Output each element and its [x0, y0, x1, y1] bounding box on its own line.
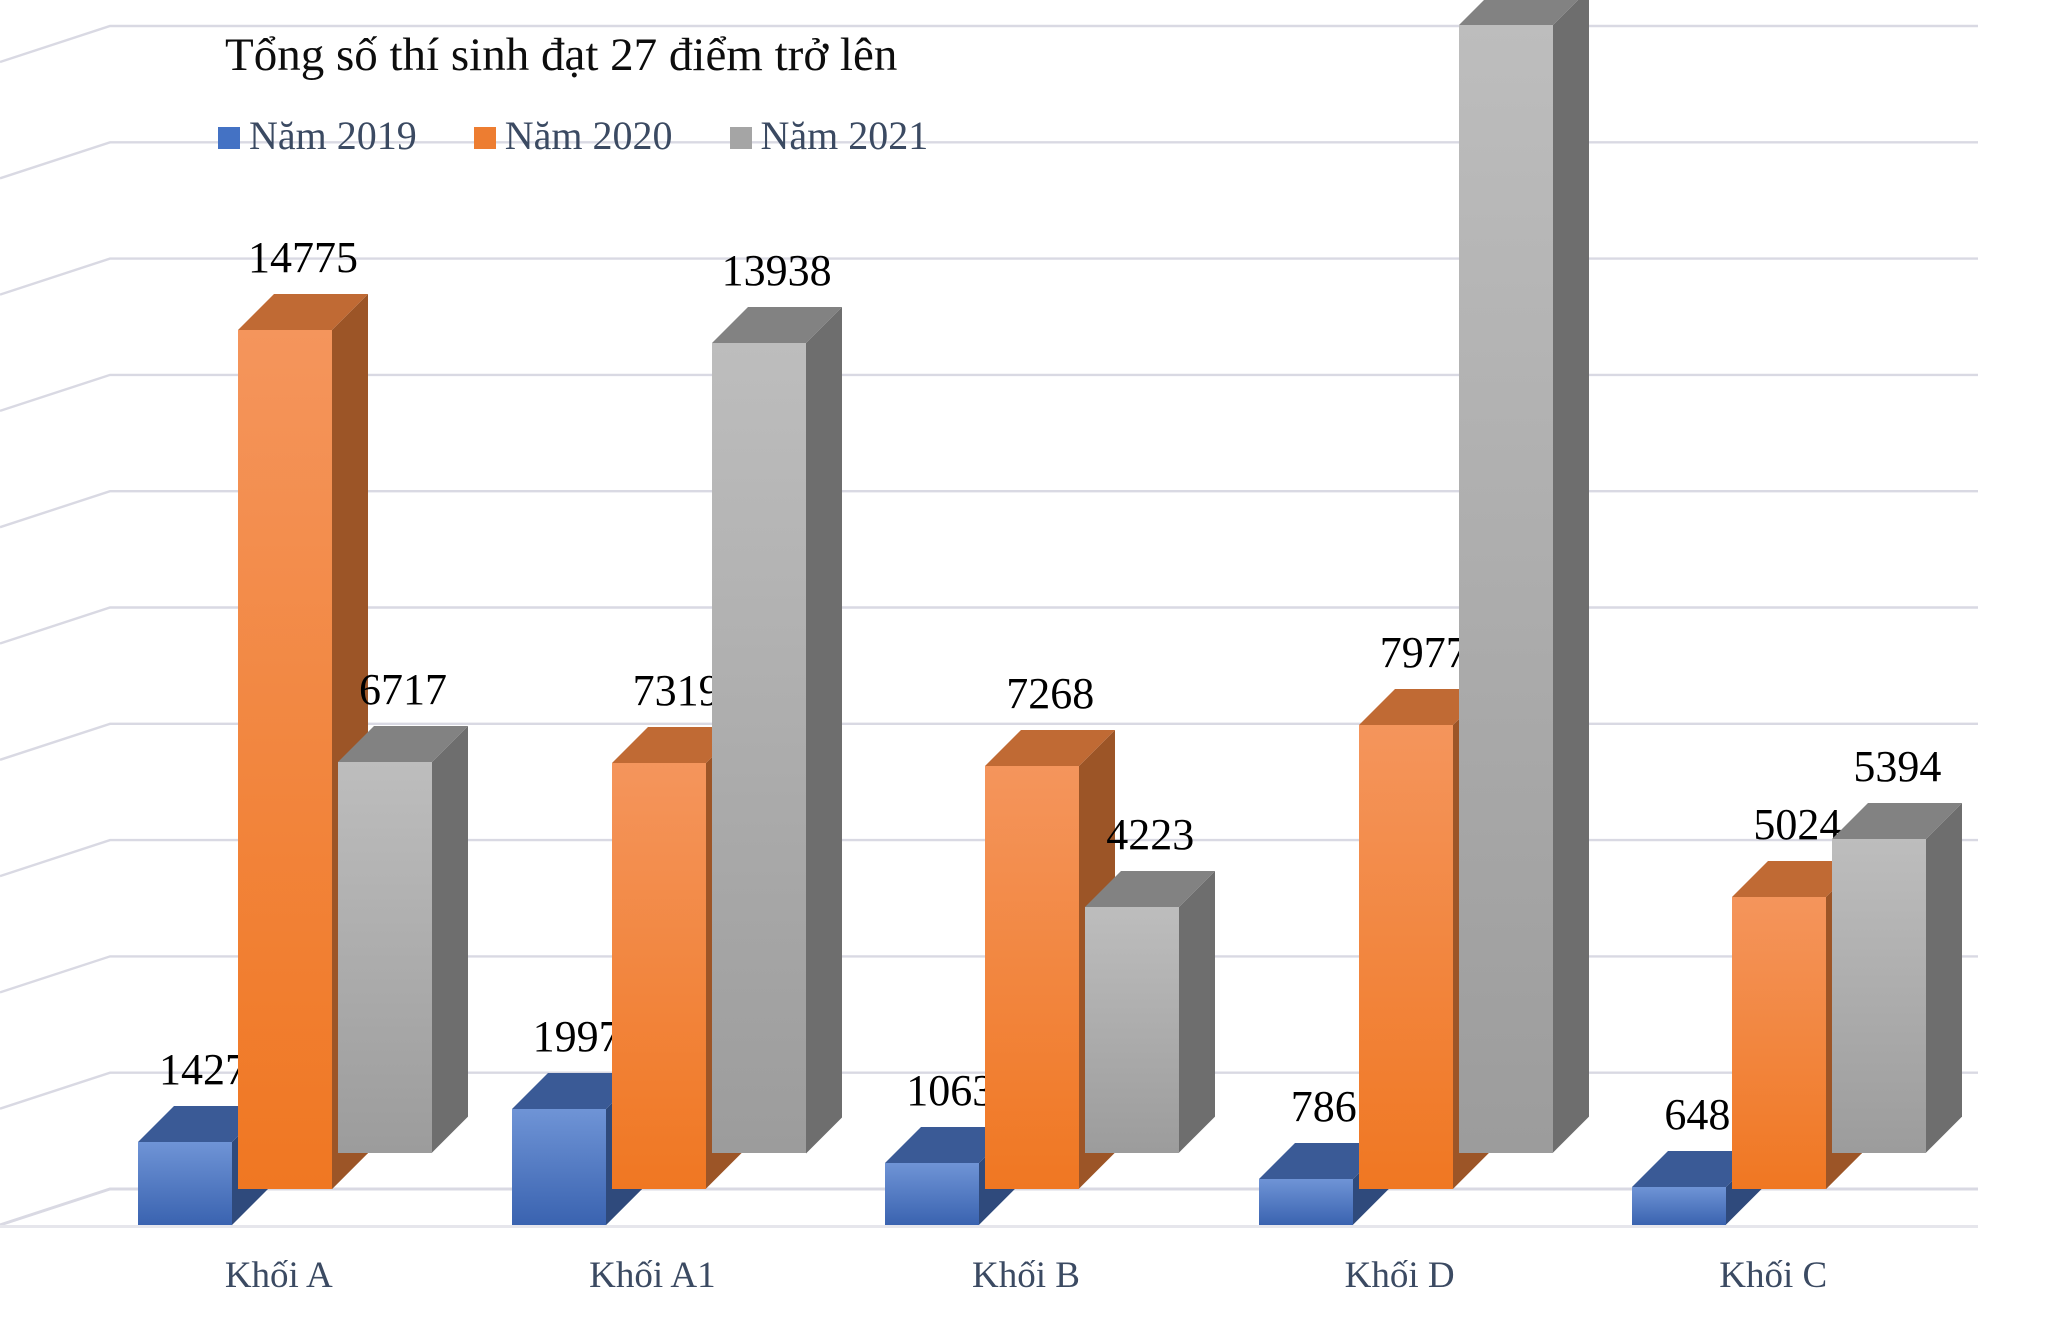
- bar-top-face: [985, 730, 1116, 767]
- category-label-2: Khối B: [972, 1255, 1080, 1296]
- category-axis: Khối A Khối A1 Khối B Khối D Khối C: [0, 1232, 2068, 1324]
- category-axis-line: [0, 1225, 1978, 1228]
- bar-2019-4[interactable]: [1632, 0, 1763, 1225]
- bar-value-label-2021-4: 5394: [1853, 742, 1942, 792]
- legend-label-2019: Năm 2019: [249, 113, 417, 158]
- bar-value-label-2020-3: 7977: [1379, 628, 1468, 678]
- bar-front-face: [711, 342, 806, 1153]
- bar-top-face: [611, 727, 742, 764]
- bar-top-face: [1258, 1143, 1389, 1180]
- bar-value-label-2019-1: 1997: [532, 1011, 621, 1061]
- legend-swatch-2020: [473, 127, 496, 149]
- legend-swatch-2021: [729, 127, 752, 149]
- bar-side-face: [1552, 0, 1589, 1153]
- chart-title: Tổng số thí sinh đạt 27 điểm trở lên: [225, 29, 898, 81]
- bar-front-face: [985, 766, 1080, 1189]
- bar-2021-2[interactable]: [1085, 0, 1216, 1225]
- bar-value-label-2019-2: 1063: [906, 1066, 995, 1116]
- bar-2020-0[interactable]: [238, 0, 368, 1225]
- bar-2021-1[interactable]: [711, 0, 842, 1225]
- bar-top-face: [138, 1106, 268, 1143]
- bar-front-face: [511, 1108, 606, 1225]
- bar-value-label-2020-4: 5024: [1753, 799, 1842, 849]
- legend-swatch-2019: [218, 127, 240, 149]
- bar-2019-2[interactable]: [885, 0, 1016, 1225]
- bar-top-face: [1832, 803, 1963, 840]
- bar-front-face: [1358, 725, 1453, 1189]
- bar-2021-3[interactable]: [1458, 0, 1589, 1225]
- bar-2021-0[interactable]: [338, 0, 468, 1225]
- bar-front-face: [238, 329, 332, 1189]
- bar-2021-4[interactable]: [1832, 0, 1963, 1225]
- bar-2020-2[interactable]: [985, 0, 1116, 1225]
- bar-front-face: [338, 762, 432, 1153]
- bar-side-face: [432, 726, 468, 1153]
- bar-top-face: [238, 293, 368, 330]
- legend-item-2019[interactable]: Năm 2019: [218, 113, 417, 158]
- bar-front-face: [1258, 1179, 1353, 1225]
- legend-label-2020: Năm 2020: [504, 113, 673, 158]
- bar-value-label-2019-3: 786: [1290, 1082, 1357, 1132]
- bar-value-label-2019-4: 648: [1664, 1090, 1731, 1140]
- bar-side-face: [1179, 871, 1216, 1153]
- bar-front-face: [1632, 1187, 1727, 1225]
- bar-front-face: [1085, 907, 1180, 1153]
- bar-front-face: [1832, 839, 1927, 1153]
- bar-2019-0[interactable]: [138, 0, 268, 1225]
- legend-label-2021: Năm 2021: [760, 113, 929, 158]
- bar-value-label-2021-1: 13938: [721, 245, 832, 295]
- category-label-3: Khối D: [1344, 1255, 1455, 1296]
- bar-2020-1[interactable]: [611, 0, 742, 1225]
- bar-value-label-2020-0: 14775: [248, 232, 358, 282]
- bar-top-face: [1085, 871, 1216, 908]
- bar-value-label-2021-2: 4223: [1106, 810, 1195, 860]
- bar-2020-3[interactable]: [1358, 0, 1489, 1225]
- bar-front-face: [1732, 896, 1827, 1189]
- bar-top-face: [1358, 689, 1489, 726]
- legend-item-2020[interactable]: Năm 2020: [473, 113, 673, 158]
- bar-value-label-2021-0: 6717: [359, 665, 447, 715]
- category-label-4: Khối C: [1719, 1255, 1828, 1296]
- bar-front-face: [138, 1142, 232, 1225]
- bar-value-label-2020-2: 7268: [1006, 669, 1095, 719]
- bar-front-face: [1458, 25, 1553, 1153]
- bar-value-label-2019-0: 1427: [159, 1045, 247, 1095]
- bar-side-face: [805, 306, 842, 1153]
- bar-value-label-2020-1: 7319: [632, 666, 721, 716]
- bar-top-face: [1458, 0, 1579, 26]
- chart-legend: Năm 2019 Năm 2020 Năm 2021: [218, 113, 929, 158]
- bar-top-face: [885, 1127, 1016, 1164]
- bar-top-face: [511, 1072, 642, 1109]
- category-label-0: Khối A: [224, 1255, 333, 1296]
- bar-front-face: [885, 1163, 980, 1225]
- category-label-1: Khối A1: [589, 1255, 716, 1296]
- bar-2019-3[interactable]: [1258, 0, 1389, 1225]
- bar-top-face: [338, 726, 468, 763]
- bar-top-face: [1732, 860, 1863, 897]
- legend-item-2021[interactable]: Năm 2021: [729, 113, 929, 158]
- bar-2020-4[interactable]: [1732, 0, 1863, 1225]
- bar-top-face: [711, 306, 842, 343]
- bar-top-face: [1632, 1151, 1763, 1188]
- bar-side-face: [1926, 803, 1963, 1153]
- bar-front-face: [611, 763, 706, 1189]
